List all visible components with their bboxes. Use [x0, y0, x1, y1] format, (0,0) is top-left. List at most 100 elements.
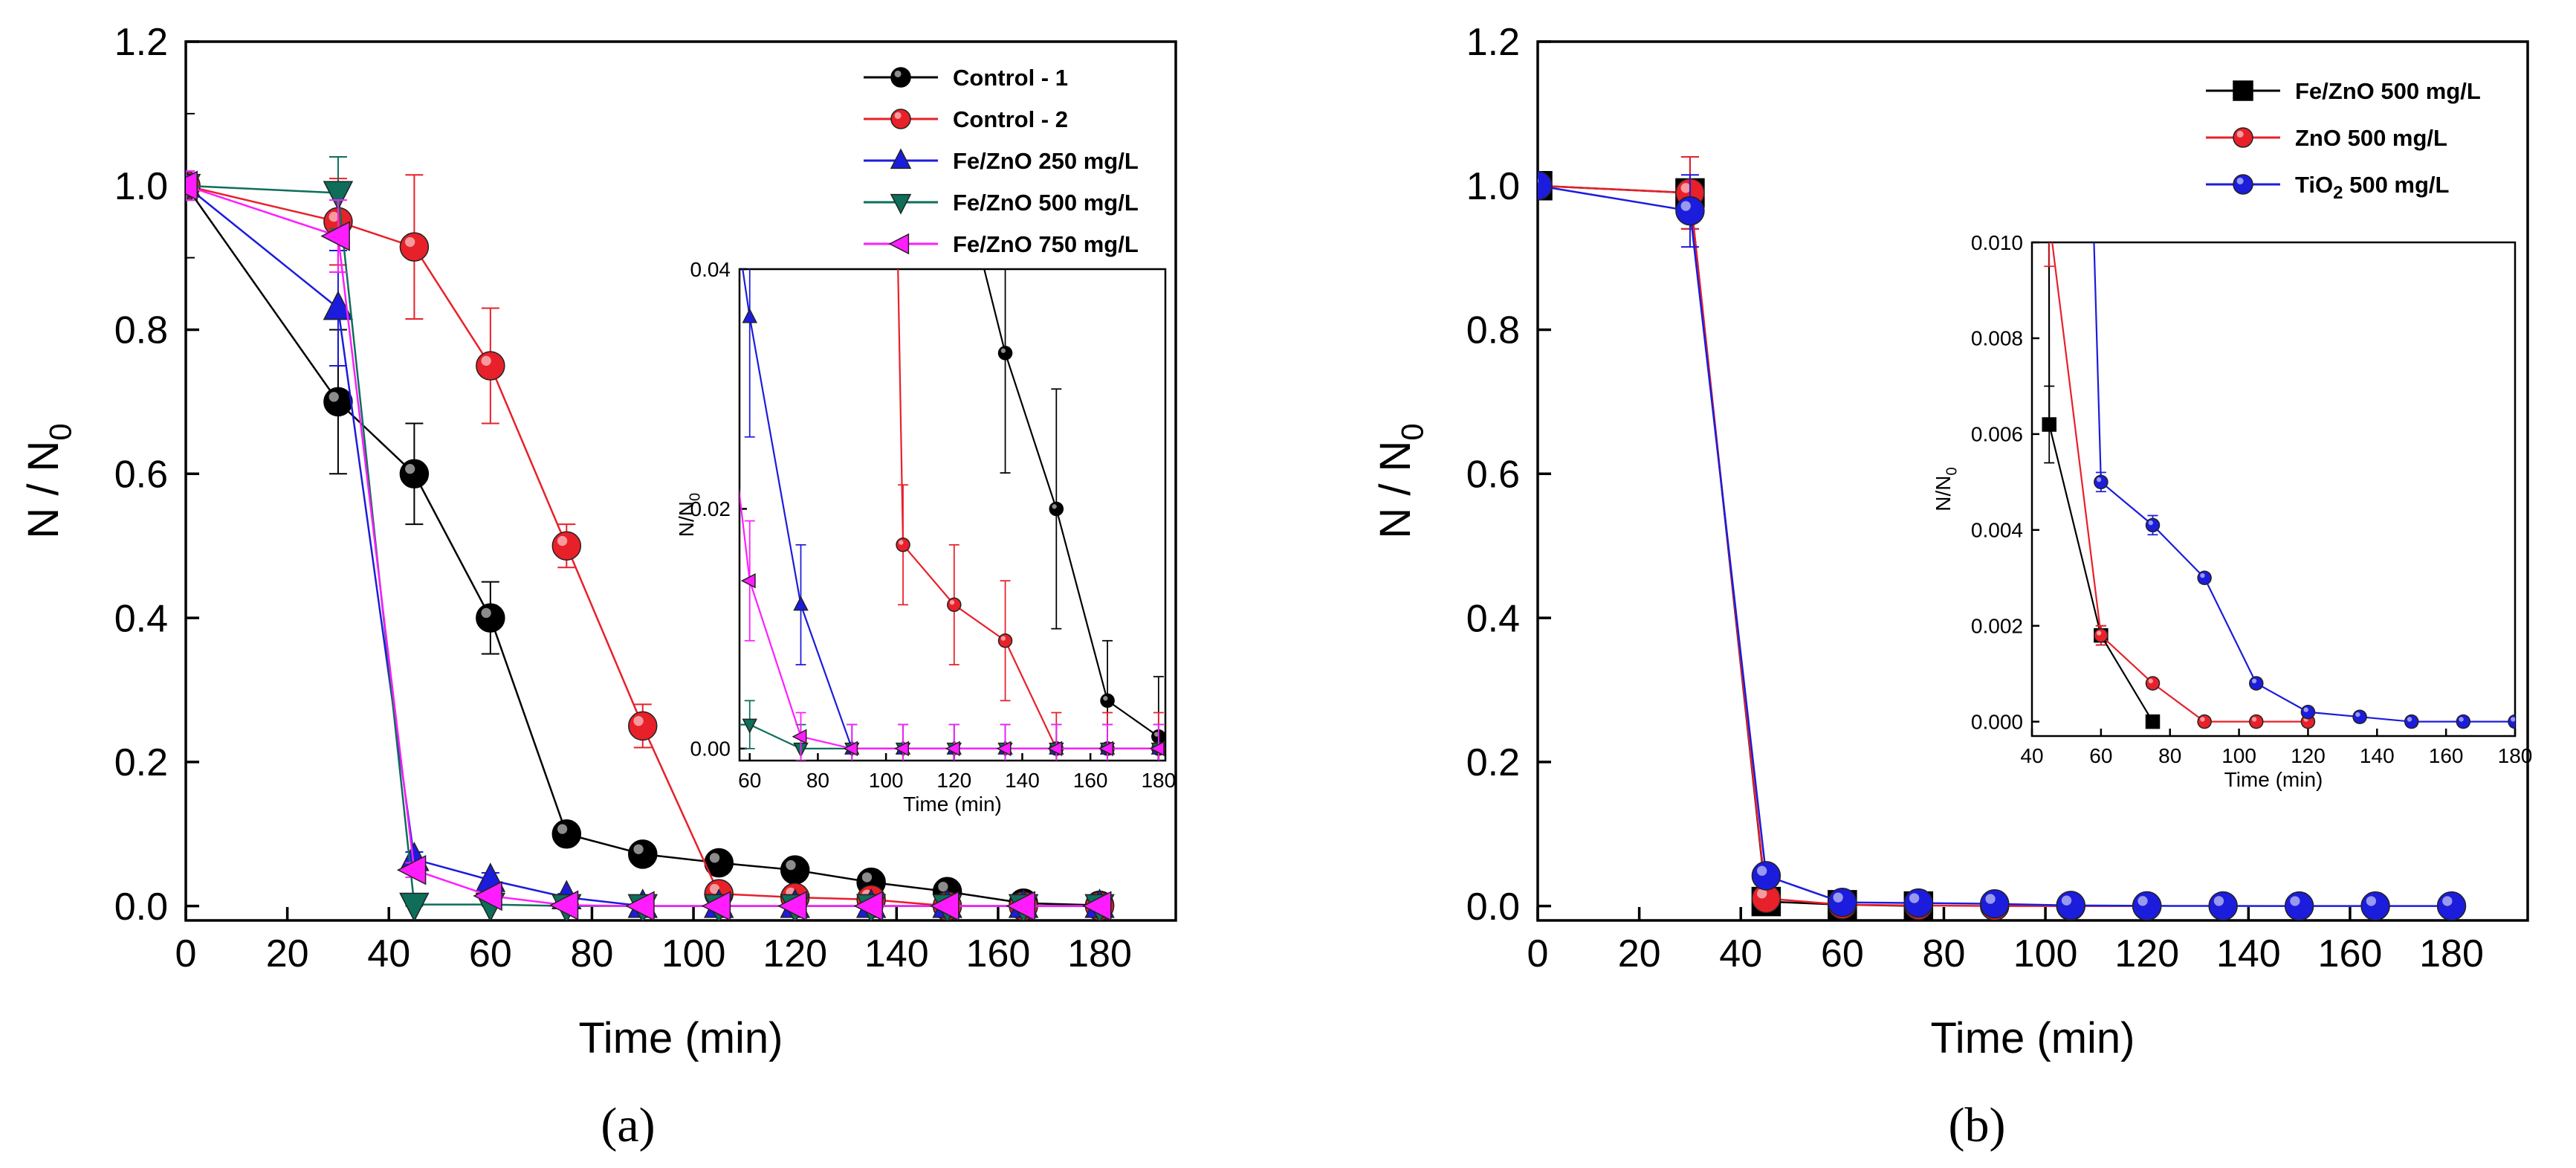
b-main-y-tick-label: 0.2 — [1466, 741, 1520, 784]
a-main-point-4 — [701, 891, 731, 920]
a-main-point-1-highlight — [633, 716, 644, 726]
a-legend-label-2: Fe/ZnO 250 mg/L — [953, 148, 1139, 174]
b-legend-label-2: TiO2 500 mg/L — [2295, 172, 2449, 203]
b-inset-point-1-highlight — [2200, 717, 2205, 722]
a-main-point-0-highlight — [481, 607, 491, 619]
b-inset-point-2-highlight — [2251, 678, 2257, 684]
b-main-y-axis-label: N / N0 — [1371, 423, 1429, 538]
b-main-y-tick-label: 0.4 — [1466, 597, 1520, 640]
a-inset-y-tick-label: 0.04 — [690, 258, 731, 281]
b-inset-y-tick-label: 0.004 — [1971, 519, 2023, 542]
a-main-x-tick-label: 20 — [266, 932, 309, 975]
b-inset-x-tick-label: 80 — [2158, 744, 2181, 767]
a-main-point-4 — [1082, 891, 1112, 920]
a-main-y-tick-label: 0.6 — [114, 454, 168, 497]
b-inset-y-axis-label-sub: 0 — [1944, 467, 1960, 475]
a-main-y-axis-label: N / N0 — [19, 423, 77, 538]
b-inset-point-2 — [2249, 676, 2264, 691]
a-main-x-tick-label: 180 — [1067, 932, 1132, 975]
b-main-point-1-highlight — [1757, 888, 1767, 899]
b-main-point-2 — [1903, 888, 1934, 918]
a-inset-x-tick-label: 60 — [738, 769, 761, 792]
a-inset-point-2 — [793, 596, 809, 611]
b-main-x-axis-label: Time (min) — [1931, 1014, 2135, 1062]
b-main-x-tick-label: 20 — [1618, 932, 1661, 975]
b-main-x-tick-label: 60 — [1821, 932, 1864, 975]
a-legend-label-0: Control - 1 — [953, 65, 1068, 91]
b-main-point-2-highlight — [2061, 895, 2072, 906]
a-inset-point-1 — [997, 633, 1013, 648]
b-inset-point-2-highlight — [2355, 712, 2360, 717]
a-main-x-tick-label: 60 — [469, 932, 512, 975]
b-inset-point-2-highlight — [2459, 717, 2464, 722]
b-inset-x-tick-label: 160 — [2429, 744, 2464, 767]
a-inset-point-0 — [997, 346, 1013, 361]
a-inset-point-1-highlight — [949, 600, 955, 605]
a-main-point-4 — [473, 880, 502, 912]
b-main-x-tick-label: 160 — [2318, 932, 2383, 975]
a-main-point-0-highlight — [861, 872, 873, 883]
a-main-y-tick-label: 1.2 — [114, 21, 168, 64]
b-main-point-2-highlight — [1985, 894, 1996, 904]
a-inset-series-line-0 — [983, 269, 1159, 738]
a-main-point-1-highlight — [709, 883, 720, 894]
b-main-x-tick-label: 80 — [1923, 932, 1966, 975]
b-main-point-1-highlight — [1680, 183, 1691, 193]
b-inset-point-0 — [2145, 714, 2161, 729]
a-inset-point-0 — [1049, 501, 1064, 517]
b-inset-point-1-highlight — [2251, 717, 2257, 722]
a-inset-series-group — [740, 269, 1165, 761]
a-main-point-0 — [323, 387, 353, 417]
a-inset-x-axis-label: Time (min) — [903, 793, 1002, 816]
b-inset-x-axis-label: Time (min) — [2224, 768, 2323, 791]
a-inset-point-3 — [742, 718, 757, 734]
b-legend-marker-1-highlight — [2236, 130, 2244, 138]
a-main-point-1 — [628, 711, 658, 741]
b-main-y-tick-label: 0.6 — [1466, 454, 1520, 497]
b-inset-series-line-2 — [2093, 242, 2515, 723]
a-inset-y-tick-label: 0.02 — [690, 497, 731, 520]
a-inset-point-4 — [1149, 741, 1165, 757]
a-main-point-1 — [399, 232, 430, 262]
a-inset-point-4 — [740, 572, 756, 589]
b-inset-point-2 — [2197, 570, 2212, 586]
b-inset-point-2-highlight — [2303, 707, 2308, 712]
a-main-x-tick-label: 40 — [367, 932, 410, 975]
a-main-point-0 — [399, 459, 430, 489]
a-legend-label-1: Control - 2 — [953, 106, 1068, 132]
b-main-point-2-highlight — [1757, 865, 1767, 876]
b-legend-marker-1 — [2233, 127, 2253, 148]
a-legend-label-4: Fe/ZnO 750 mg/L — [953, 231, 1139, 257]
b-main-y-tick-label: 1.2 — [1466, 21, 1520, 64]
b-inset-series-line-1 — [2051, 242, 2308, 723]
b-legend-label-1: ZnO 500 mg/L — [2295, 125, 2447, 151]
a-main-point-0 — [551, 819, 582, 849]
a-main-point-3 — [399, 892, 430, 920]
b-main-y-tick-label: 0.8 — [1466, 309, 1520, 352]
a-legend-marker-3 — [890, 193, 912, 215]
b-main-x-tick-label: 0 — [1527, 932, 1549, 975]
b-main-point-2 — [2132, 891, 2162, 920]
a-main-point-4 — [186, 170, 198, 201]
a-main-series-group — [186, 112, 1115, 920]
b-main-y-axis-label-base: N / N — [1371, 441, 1420, 539]
a-inset-point-0-highlight — [1153, 732, 1159, 737]
a-legend-marker-2 — [890, 148, 912, 170]
b-main-point-2-highlight — [2290, 896, 2300, 906]
a-legend-marker-1 — [890, 109, 911, 129]
b-main-y-axis-label-sub: 0 — [1394, 423, 1429, 440]
a-inset-x-tick-label: 140 — [1005, 769, 1040, 792]
b-inset-point-2-highlight — [2511, 717, 2515, 722]
a-main-point-4 — [320, 221, 350, 251]
b-inset-x-tick-label: 40 — [2020, 744, 2043, 767]
b-main-point-2 — [1538, 171, 1553, 201]
b-legend-marker-2-highlight — [2236, 177, 2244, 184]
a-inset-y-tick-label: 0.00 — [690, 738, 731, 761]
a-legend-marker-1-highlight — [894, 112, 902, 119]
a-main-point-1 — [476, 351, 505, 381]
b-main-point-2-highlight — [2366, 896, 2377, 906]
b-inset-point-0 — [2042, 417, 2056, 432]
b-inset-point-2-highlight — [2200, 572, 2205, 578]
b-main-x-tick-label: 100 — [2013, 932, 2078, 975]
b-main-point-2-highlight — [2213, 896, 2224, 906]
